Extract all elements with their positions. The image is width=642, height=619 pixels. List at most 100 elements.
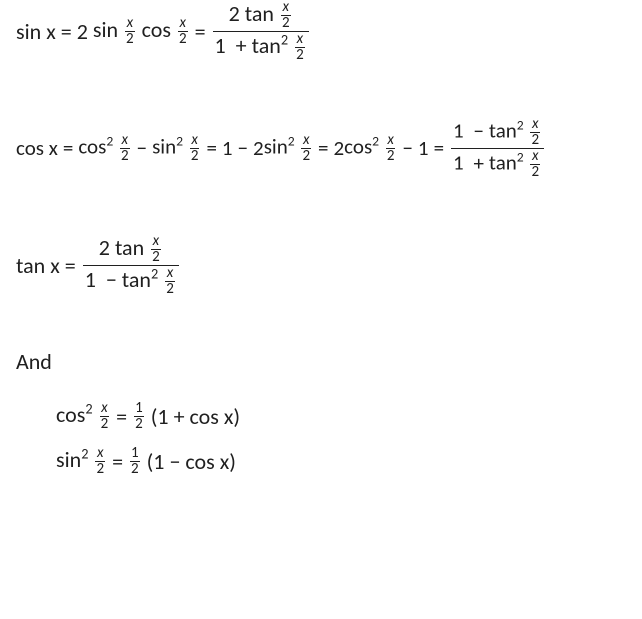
func-cos: cos: [78, 134, 106, 160]
const-1: 1: [153, 451, 164, 473]
coef-2: 2: [99, 234, 110, 261]
weierstrass-sin-frac: 2 tan x 2 1 +tan2 x 2: [213, 0, 309, 63]
identity-sin2-half: sin2 x 2 = 1 2 (1 − cos x): [56, 446, 626, 477]
equals: =: [107, 451, 128, 473]
weierstrass-cos-frac: 1 −tan2 x 2 1 +tan2 x 2: [451, 117, 544, 180]
func-sin: sin: [93, 16, 118, 43]
var-x: x: [46, 18, 56, 45]
den-2: 2: [530, 132, 540, 148]
equals: =: [58, 138, 78, 159]
sin-half: sin x 2: [93, 16, 137, 47]
frac-x-over-2: x 2: [530, 117, 540, 148]
frac-num: 2 tan x 2: [227, 0, 295, 31]
num-1: 1: [130, 446, 140, 461]
coef-2: 2: [253, 138, 264, 159]
cos2-half: cos2 x 2: [78, 133, 131, 164]
const-1: 1: [453, 150, 464, 176]
frac-x-over-2: x 2: [295, 32, 305, 63]
num-x: x: [179, 16, 188, 31]
equals: =: [190, 21, 211, 43]
const-1: 1: [453, 118, 464, 144]
func-tan: tan: [245, 0, 274, 27]
half-angle-block: cos2 x 2 = 1 2 (1 + cos x) sin2 x 2: [16, 401, 626, 477]
frac-x-over-2: x 2: [530, 149, 540, 180]
den-2: 2: [190, 148, 200, 164]
lhs-cos-x: cos x: [16, 138, 58, 159]
minus: −: [164, 451, 185, 473]
frac-x-over-2: x 2: [95, 446, 105, 477]
cos2-half: cos2 x 2: [344, 133, 397, 164]
formula-page: sin x = 2 sin x 2 cos x 2 = 2 tan x: [0, 0, 642, 477]
func-tan: tan: [489, 118, 517, 144]
const-1: 1: [157, 406, 168, 428]
equals: =: [56, 21, 77, 43]
frac-x-over-2: x 2: [386, 133, 396, 164]
square: 2: [106, 133, 113, 150]
lhs-tan-x: tan x: [16, 255, 60, 277]
func-cos: cos: [344, 134, 372, 160]
frac-num: 2 tan x 2: [97, 234, 165, 265]
func-tan: tan: [252, 32, 281, 59]
const-1: 1: [85, 266, 96, 293]
var-x: x: [220, 451, 230, 473]
square: 2: [81, 444, 88, 462]
sin2-half: sin2 x 2: [264, 133, 313, 164]
frac-x-over-2: x 2: [151, 234, 161, 265]
cos-half: cos x 2: [142, 16, 190, 47]
identity-cos: cos x = cos2 x 2 − sin2 x 2 = 1 − 2sin2 …: [16, 117, 626, 180]
func-cos: cos: [142, 16, 171, 43]
func-sin: sin: [56, 446, 81, 473]
func-cos: cos: [185, 451, 214, 473]
heading-and: And: [16, 351, 626, 373]
frac-den: 1 +tan2 x 2: [213, 31, 309, 63]
den-2: 2: [386, 148, 396, 164]
frac-one-half: 1 2: [130, 446, 140, 477]
den-2: 2: [301, 148, 311, 164]
num-x: x: [296, 32, 305, 47]
frac-den: 1 −tan2 x 2: [83, 265, 179, 297]
coef-2: 2: [229, 0, 240, 27]
coef-2: 2: [77, 21, 88, 43]
lhs-cos2-half: cos2 x 2: [56, 401, 111, 432]
square: 2: [176, 133, 183, 150]
den-2: 2: [530, 164, 540, 180]
frac-den: 1 +tan2 x 2: [451, 148, 544, 180]
frac-x-over-2: x 2: [125, 16, 135, 47]
minus: −: [101, 266, 122, 293]
den-2: 2: [95, 461, 105, 477]
num-x: x: [531, 117, 540, 132]
den-2: 2: [151, 249, 161, 265]
frac-x-over-2: x 2: [120, 133, 130, 164]
weierstrass-tan-frac: 2 tan x 2 1 −tan2 x 2: [83, 234, 179, 297]
den-2: 2: [281, 15, 291, 31]
num-x: x: [190, 133, 199, 148]
den-2: 2: [120, 148, 130, 164]
func-sin: sin: [152, 134, 176, 160]
minus: −: [233, 138, 253, 159]
minus: −: [468, 118, 488, 144]
frac-num: 1 −tan2 x 2: [451, 117, 544, 148]
lhs-sin2-half: sin2 x 2: [56, 446, 107, 477]
num-x: x: [531, 149, 540, 164]
func-cos: cos: [190, 406, 219, 428]
num-x: x: [126, 16, 135, 31]
identity-sin: sin x = 2 sin x 2 cos x 2 = 2 tan x: [16, 0, 626, 63]
square: 2: [517, 149, 524, 166]
num-x: x: [121, 133, 130, 148]
func-sin: sin: [264, 134, 288, 160]
func-tan: tan: [115, 234, 144, 261]
func-cos: cos: [16, 135, 44, 161]
square: 2: [288, 133, 295, 150]
frac-x-over-2: x 2: [178, 16, 188, 47]
square: 2: [372, 133, 379, 150]
square: 2: [281, 30, 288, 48]
func-tan: tan: [16, 252, 45, 279]
identity-cos2-half: cos2 x 2 = 1 2 (1 + cos x): [56, 401, 626, 432]
den-2: 2: [100, 416, 110, 432]
func-tan: tan: [489, 150, 517, 176]
equals: =: [313, 138, 333, 159]
den-2: 2: [295, 47, 305, 63]
den-2: 2: [178, 31, 188, 47]
square: 2: [517, 117, 524, 134]
const-1: 1: [215, 32, 226, 59]
